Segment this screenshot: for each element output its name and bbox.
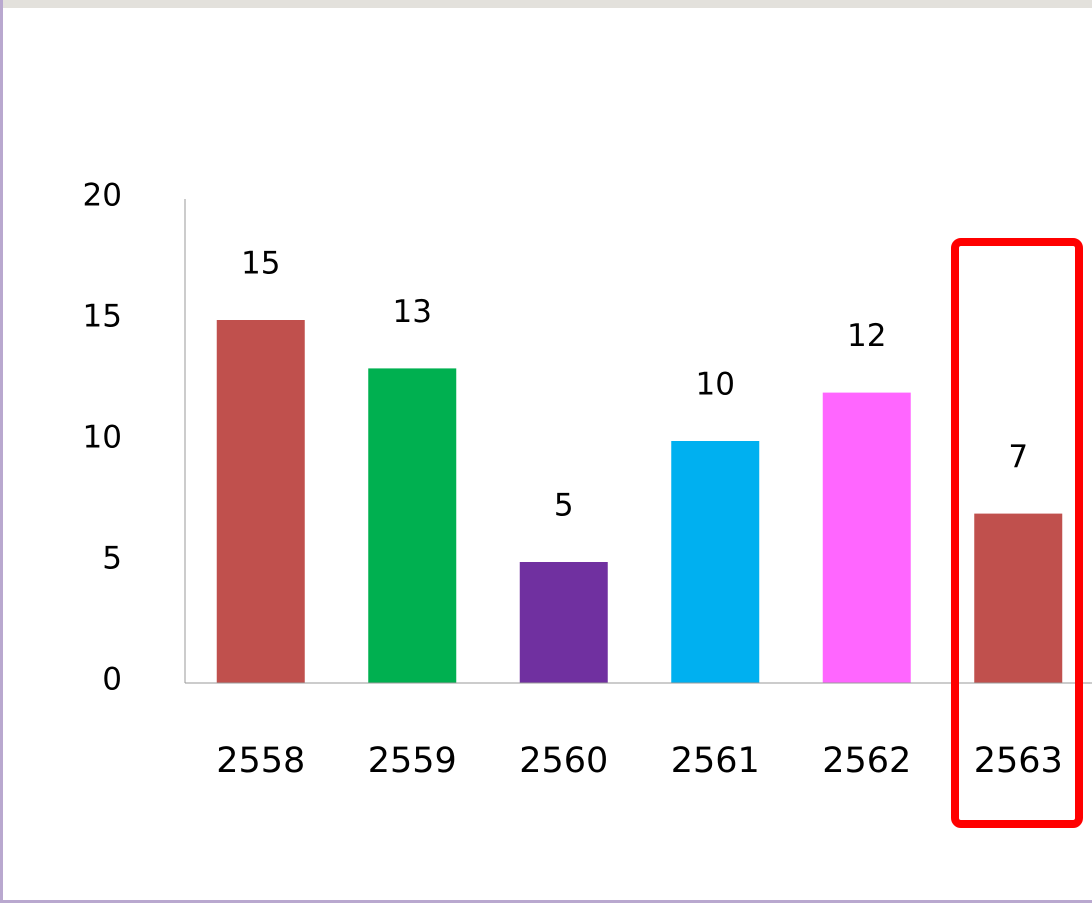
value-label: 15: [241, 246, 280, 282]
left-border: [0, 0, 3, 903]
x-tick-label: 2560: [519, 741, 608, 781]
x-tick-label: 2558: [216, 741, 305, 781]
bar: [368, 368, 457, 683]
x-tick-label: 2563: [974, 741, 1063, 781]
bar: [671, 441, 760, 683]
y-tick-label: 5: [102, 541, 122, 577]
top-border: [0, 0, 1092, 8]
highlight-box: [951, 238, 1083, 828]
y-tick-label: 20: [83, 178, 122, 214]
x-tick-label: 2561: [671, 741, 760, 781]
y-tick-label: 0: [102, 662, 122, 698]
value-label: 5: [554, 488, 574, 524]
y-tick-label: 10: [83, 420, 122, 456]
value-label: 13: [393, 294, 432, 330]
x-tick-label: 2562: [822, 741, 911, 781]
bar: [216, 320, 305, 683]
bar: [822, 392, 911, 683]
y-tick-label: 15: [83, 299, 122, 335]
bar: [974, 513, 1063, 683]
value-label: 12: [847, 318, 886, 354]
x-tick-label: 2559: [368, 741, 457, 781]
value-label: 7: [1008, 439, 1028, 475]
bar: [519, 562, 608, 683]
bottom-border: [0, 900, 1092, 903]
value-label: 10: [696, 367, 735, 403]
